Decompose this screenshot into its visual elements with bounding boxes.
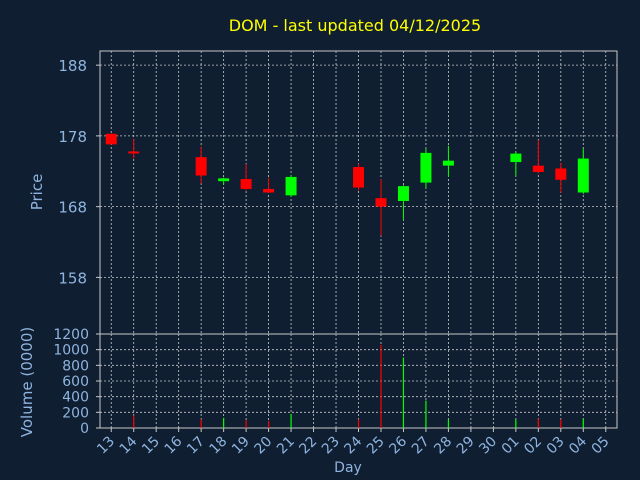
price-panel: 158 168 178 188: [58, 50, 618, 335]
candle-body: [353, 167, 364, 188]
candle-body: [510, 153, 522, 163]
x-tick-label: 30: [476, 434, 500, 458]
x-tick-label: 23: [319, 434, 343, 458]
candle-body: [105, 133, 117, 145]
x-tick-label: 22: [296, 434, 320, 458]
chart-title: DOM - last updated 04/12/2025: [229, 16, 481, 35]
volume-axis-label: Volume (0000): [18, 327, 36, 437]
candle-body: [263, 188, 275, 193]
x-tick-label: 01: [499, 434, 523, 458]
volume-tick-label: 200: [62, 405, 89, 421]
x-tick-label: 24: [341, 433, 365, 457]
candle-body: [195, 157, 207, 176]
candle-body: [240, 179, 252, 189]
x-tick-label: 28: [431, 434, 455, 458]
x-tick-label: 26: [386, 433, 410, 457]
candle-body: [285, 176, 297, 196]
x-tick-label: 15: [139, 434, 163, 458]
candle-body: [555, 168, 567, 180]
x-tick-label: 02: [521, 434, 545, 458]
x-tick-label: 13: [94, 434, 118, 458]
candle-body: [442, 160, 454, 166]
volume-tick-label: 0: [80, 421, 89, 437]
x-axis-ticks: 1314151617181920212223242526272829300102…: [94, 428, 613, 458]
candle-body: [397, 186, 409, 201]
x-tick-label: 18: [207, 434, 231, 458]
x-axis-label: Day: [334, 460, 362, 476]
x-tick-label: 03: [544, 434, 568, 458]
volume-tick-label: 400: [62, 390, 89, 406]
x-tick-label: 04: [566, 433, 590, 457]
price-tick-label: 188: [58, 57, 87, 75]
x-tick-label: 29: [454, 434, 478, 458]
x-tick-label: 16: [162, 433, 186, 457]
x-tick-label: 20: [251, 434, 275, 458]
candle-body: [128, 151, 140, 154]
x-tick-label: 19: [229, 434, 253, 458]
candle-body: [375, 198, 387, 207]
candle-body: [420, 152, 432, 183]
x-tick-label: 17: [184, 434, 208, 458]
price-tick-label: 158: [58, 269, 87, 287]
x-tick-label: 14: [117, 433, 141, 457]
x-tick-label: 21: [274, 434, 298, 458]
price-tick-label: 168: [58, 199, 87, 217]
volume-tick-label: 800: [62, 358, 89, 374]
x-tick-label: 27: [409, 434, 433, 458]
x-tick-label: 05: [589, 434, 613, 458]
candle-body: [577, 158, 589, 193]
volume-tick-label: 600: [62, 374, 89, 390]
x-tick-label: 25: [364, 434, 388, 458]
candle-body: [532, 165, 544, 172]
price-tick-label: 178: [58, 128, 87, 146]
price-axis-label: Price: [28, 174, 46, 211]
candle-body: [218, 178, 230, 182]
volume-tick-label: 1000: [53, 343, 89, 359]
volume-tick-label: 1200: [53, 327, 89, 343]
